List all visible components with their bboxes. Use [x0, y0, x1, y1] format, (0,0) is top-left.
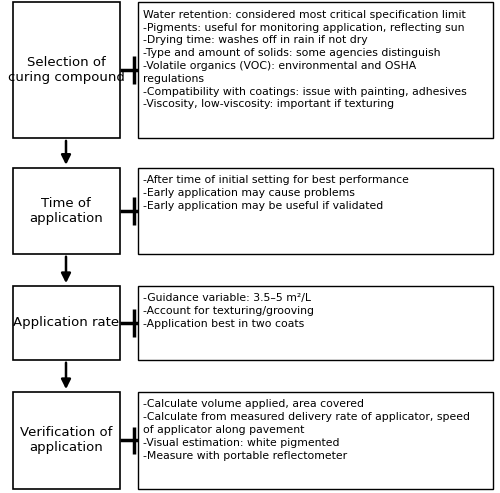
Text: -Calculate volume applied, area covered
-Calculate from measured delivery rate o: -Calculate volume applied, area covered …	[142, 399, 469, 460]
Text: -After time of initial setting for best performance
-Early application may cause: -After time of initial setting for best …	[142, 175, 408, 211]
Bar	[138, 286, 492, 360]
Text: Application rate: Application rate	[13, 317, 120, 329]
Bar	[138, 168, 492, 254]
Text: Time of
application: Time of application	[30, 197, 103, 225]
Text: -Guidance variable: 3.5–5 m²/L
-Account for texturing/grooving
-Application best: -Guidance variable: 3.5–5 m²/L -Account …	[142, 293, 314, 329]
Bar	[138, 2, 492, 138]
Bar	[12, 2, 120, 138]
Bar	[12, 392, 120, 489]
Bar	[12, 286, 120, 360]
Text: Water retention: considered most critical specification limit
-Pigments: useful : Water retention: considered most critica…	[142, 10, 466, 109]
Bar	[138, 392, 492, 489]
Bar	[12, 168, 120, 254]
Text: Selection of
curing compound: Selection of curing compound	[8, 56, 124, 84]
Text: Verification of
application: Verification of application	[20, 426, 112, 455]
